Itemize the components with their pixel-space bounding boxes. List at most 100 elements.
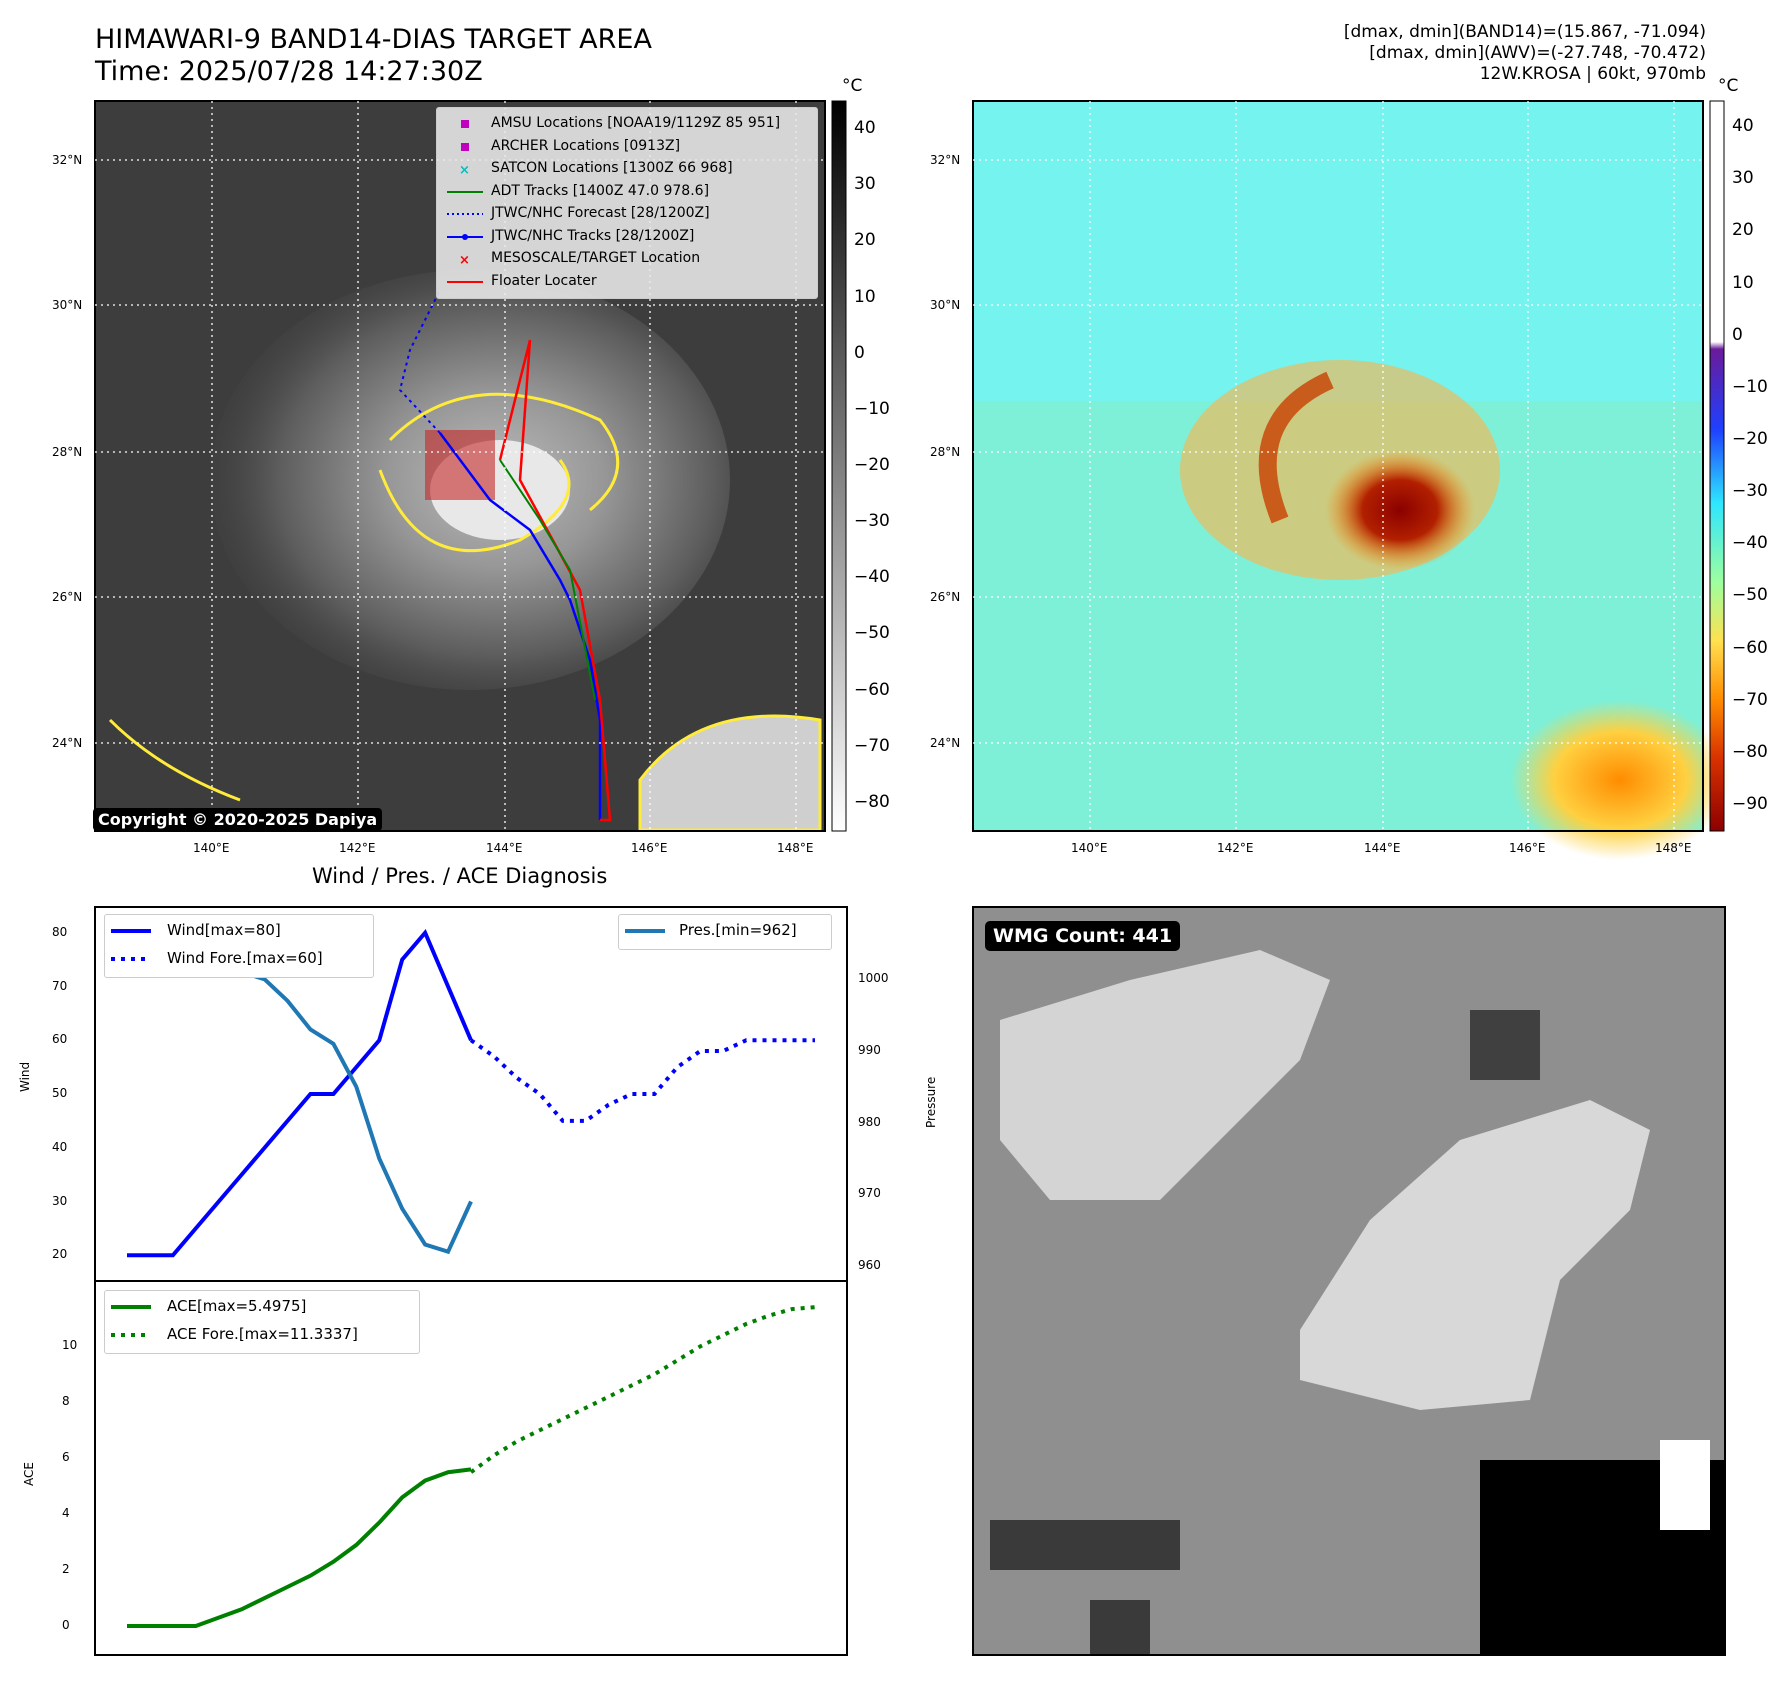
wv-colorbar-tick: 30 xyxy=(1732,168,1754,189)
wv-moist-north xyxy=(973,101,1703,401)
info-line-3: 12W.KROSA | 60kt, 970mb xyxy=(1479,64,1706,84)
ace-tick-label: 4 xyxy=(62,1506,70,1521)
wv-dry-se xyxy=(1510,700,1730,860)
ir-colorbar-tick: 0 xyxy=(854,342,865,363)
wv-colorbar-tick: −90 xyxy=(1732,793,1768,814)
map-legend-label: AMSU Locations [NOAA19/1129Z 85 951] xyxy=(491,115,781,131)
ir-colorbar-tick: −50 xyxy=(854,623,890,644)
wv-lon-label: 144°E xyxy=(1364,841,1401,855)
wv-colorbar-tick: −50 xyxy=(1732,585,1768,606)
wind-tick-label: 70 xyxy=(52,978,68,993)
wind-forecast-legend-label: Wind Fore.[max=60] xyxy=(167,949,323,967)
map-legend-item: JTWC/NHC Forecast [28/1200Z] xyxy=(445,204,815,224)
wind-tick-label: 40 xyxy=(52,1139,68,1154)
wmg-frame xyxy=(972,906,1726,1656)
wv-colorbar-tick: 20 xyxy=(1732,220,1754,241)
wv-lat-label: 24°N xyxy=(930,736,961,750)
diagnosis-title: Wind / Pres. / ACE Diagnosis xyxy=(312,864,608,888)
x-marker-icon: × xyxy=(459,253,470,268)
ir-colorbar-tick: −10 xyxy=(854,398,890,419)
pressure-tick-label: 980 xyxy=(858,1114,881,1129)
wv-lat-label: 30°N xyxy=(930,298,961,312)
wv-lon-label: 146°E xyxy=(1509,841,1546,855)
ir-lat-label: 26°N xyxy=(52,590,83,604)
info-line-2: [dmax, dmin](AWV)=(-27.748, -70.472) xyxy=(1369,43,1706,63)
title-line-2: Time: 2025/07/28 14:27:30Z xyxy=(95,56,483,87)
ir-lat-label: 32°N xyxy=(52,153,83,167)
ace-series-line xyxy=(127,1467,472,1629)
copyright-badge: Copyright © 2020-2025 Dapiya xyxy=(93,808,383,831)
wind-tick-label: 50 xyxy=(52,1086,68,1100)
pressure-tick-label: 1000 xyxy=(858,971,889,986)
line-dot-icon xyxy=(447,233,483,240)
ir-colorbar-tick: −70 xyxy=(854,735,890,756)
wv-spiral-band xyxy=(1258,371,1334,524)
wv-colorbar-tick: 40 xyxy=(1732,116,1754,137)
wv-colorbar-tick: −60 xyxy=(1732,637,1768,658)
line-icon xyxy=(447,190,483,193)
svg-text:×: × xyxy=(459,163,470,178)
map-legend-label: MESOSCALE/TARGET Location xyxy=(491,250,701,266)
pressure-tick-label: 960 xyxy=(858,1258,881,1272)
ir-colorbar-tick: 20 xyxy=(854,230,876,251)
ir-lat-label: 30°N xyxy=(52,298,83,312)
map-legend-item: JTWC/NHC Tracks [28/1200Z] xyxy=(445,227,815,247)
wv-colorbar-tick: 0 xyxy=(1732,324,1743,345)
ir-lat-label: 24°N xyxy=(52,736,83,750)
wv-lon-label: 140°E xyxy=(1071,841,1108,855)
wind-tick-label: 80 xyxy=(52,924,68,939)
ir-map-frame xyxy=(94,100,826,832)
floater-locater xyxy=(498,339,612,822)
ir-colorbar-tick: −80 xyxy=(854,791,890,812)
map-legend-item: × SATCON Locations [1300Z 66 968] xyxy=(445,159,815,179)
ir-colorbar xyxy=(831,100,847,832)
wind-tick-label: 20 xyxy=(52,1247,68,1262)
pressure-ylabel: Pressure xyxy=(924,1076,938,1128)
pressure-legend: Pres.[min=962] xyxy=(618,914,832,950)
wind-ylabel: Wind xyxy=(18,1061,32,1092)
wmg-bright-region-1 xyxy=(1000,950,1330,1200)
wmg-bright-region-2 xyxy=(1300,1100,1650,1410)
wv-colorbar-tick: −80 xyxy=(1732,741,1768,762)
ace-tick-label: 8 xyxy=(62,1394,70,1409)
wv-colorbar xyxy=(1709,100,1725,832)
wv-lon-label: 142°E xyxy=(1217,841,1254,855)
line-icon xyxy=(447,280,483,283)
wmg-dark-region-3 xyxy=(1470,1010,1540,1080)
wv-lat-label: 32°N xyxy=(930,153,961,167)
ace-tick-label: 2 xyxy=(62,1562,70,1577)
wmg-dark-region xyxy=(990,1520,1180,1570)
ace-legend: ACE[max=5.4975] ACE Fore.[max=11.3337] xyxy=(104,1290,420,1354)
map-legend-label: ADT Tracks [1400Z 47.0 978.6] xyxy=(491,182,710,199)
wv-colorbar-tick: 10 xyxy=(1732,272,1754,293)
wv-colorbar-tick: −70 xyxy=(1732,689,1768,710)
dotted-line-icon xyxy=(447,213,483,215)
wmg-white-region xyxy=(1660,1440,1710,1530)
ace-tick-label: 0 xyxy=(62,1618,70,1633)
map-legend-item: × MESOSCALE/TARGET Location xyxy=(445,249,815,269)
map-legend-item: AMSU Locations [NOAA19/1129Z 85 951] xyxy=(445,114,815,134)
ir-lon-label: 142°E xyxy=(339,841,376,855)
ace-legend-swatch xyxy=(111,1305,151,1337)
ir-cloud-se xyxy=(638,714,822,832)
wind-legend: Wind[max=80] Wind Fore.[max=60] xyxy=(104,914,374,978)
map-legend-label: ARCHER Locations [0913Z] xyxy=(491,137,681,154)
wv-lat-label: 26°N xyxy=(930,590,961,604)
jtwc-track xyxy=(438,432,602,820)
map-legend-item: Floater Locater xyxy=(445,272,815,292)
ir-colorbar-unit: °C xyxy=(842,76,863,96)
ace-forecast-legend-label: ACE Fore.[max=11.3337] xyxy=(167,1325,358,1343)
adt-track xyxy=(499,459,596,701)
wind-tick-label: 30 xyxy=(52,1193,68,1208)
ir-lon-label: 144°E xyxy=(486,841,523,855)
ir-lon-label: 148°E xyxy=(777,841,814,855)
mesoscale-target-box xyxy=(425,430,495,500)
wv-lon-label: 148°E xyxy=(1655,841,1692,855)
wv-colorbar-tick: −20 xyxy=(1732,428,1768,449)
ir-colorbar-tick: 30 xyxy=(854,174,876,195)
map-legend: AMSU Locations [NOAA19/1129Z 85 951] ARCH… xyxy=(436,107,818,299)
ace-tick-label: 10 xyxy=(62,1338,78,1353)
wv-colorbar-tick: −40 xyxy=(1732,533,1768,554)
wind-tick-label: 60 xyxy=(52,1032,68,1047)
pressure-legend-label: Pres.[min=962] xyxy=(679,921,797,939)
